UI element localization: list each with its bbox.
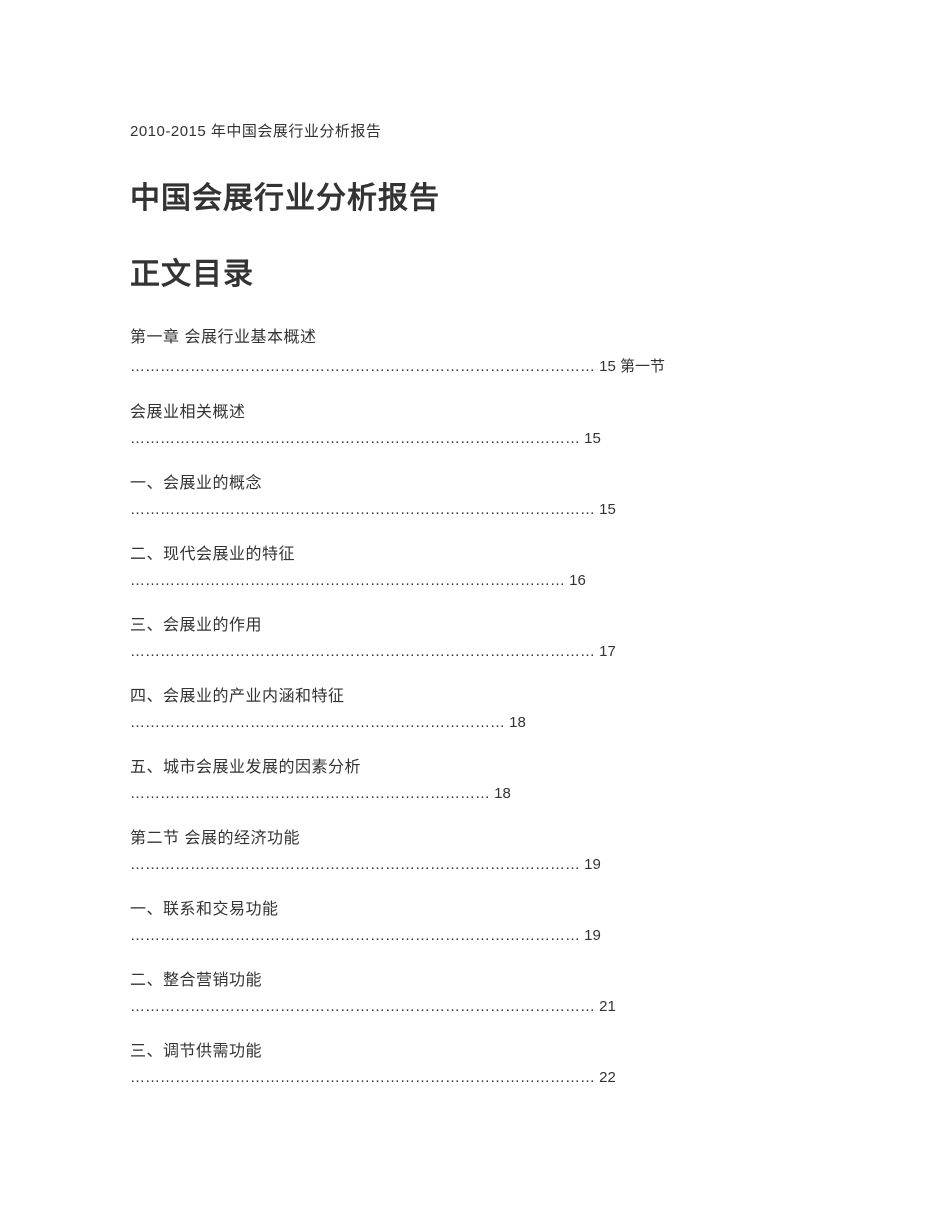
toc-dots-line: ……………………………………………………………………………… 19 [130, 856, 820, 873]
toc-dots-line: ………………………………………………………………………………… 21 [130, 998, 820, 1015]
toc-entry: 三、会展业的作用 …………………………………………………………………………………… [130, 611, 820, 660]
toc-heading: 二、整合营销功能 [130, 966, 820, 990]
toc-dots-line: ………………………………………………………………… 18 [130, 714, 820, 731]
toc-entry: 第二节 会展的经济功能 …………………………………………………………………………… [130, 824, 820, 873]
toc-heading: 三、调节供需功能 [130, 1037, 820, 1061]
toc-heading: 三、会展业的作用 [130, 611, 820, 635]
toc-heading: 会展业相关概述 [130, 398, 820, 422]
toc-heading: 一、会展业的概念 [130, 469, 820, 493]
toc-entry: 四、会展业的产业内涵和特征 ………………………………………………………………… … [130, 682, 820, 731]
toc-title: 正文目录 [130, 249, 820, 293]
toc-entry: 二、整合营销功能 …………………………………………………………………………………… [130, 966, 820, 1015]
toc-dots-line: ……………………………………………………………………………… 15 [130, 430, 820, 447]
toc-heading: 二、现代会展业的特征 [130, 540, 820, 564]
toc-heading: 五、城市会展业发展的因素分析 [130, 753, 820, 777]
toc-dots-line: ………………………………………………………………………………… 22 [130, 1069, 820, 1086]
toc-container: 第一章 会展行业基本概述 ………………………………………………………………………… [130, 323, 820, 1086]
document-title: 中国会展行业分析报告 [130, 173, 820, 217]
toc-heading: 一、联系和交易功能 [130, 895, 820, 919]
toc-dots-line: ………………………………………………………………………………… 15 [130, 501, 820, 518]
toc-dots-line: ……………………………………………………………… 18 [130, 785, 820, 802]
toc-dots-line: ……………………………………………………………………………… 19 [130, 927, 820, 944]
toc-heading: 第二节 会展的经济功能 [130, 824, 820, 848]
toc-entry: 一、会展业的概念 …………………………………………………………………………………… [130, 469, 820, 518]
toc-dots-line: …………………………………………………………………………… 16 [130, 572, 820, 589]
toc-dots-line: ………………………………………………………………………………… 17 [130, 643, 820, 660]
toc-entry: 会展业相关概述 ……………………………………………………………………………… 1… [130, 398, 820, 447]
toc-dots-line: ………………………………………………………………………………… 15 第一节 [130, 355, 820, 376]
toc-entry: 一、联系和交易功能 ………………………………………………………………………………… [130, 895, 820, 944]
toc-entry: 五、城市会展业发展的因素分析 ……………………………………………………………… … [130, 753, 820, 802]
toc-heading: 第一章 会展行业基本概述 [130, 323, 820, 347]
document-header: 2010-2015 年中国会展行业分析报告 [130, 120, 820, 141]
toc-entry: 三、调节供需功能 …………………………………………………………………………………… [130, 1037, 820, 1086]
toc-entry: 第一章 会展行业基本概述 ………………………………………………………………………… [130, 323, 820, 376]
toc-heading: 四、会展业的产业内涵和特征 [130, 682, 820, 706]
toc-entry: 二、现代会展业的特征 ……………………………………………………………………………… [130, 540, 820, 589]
